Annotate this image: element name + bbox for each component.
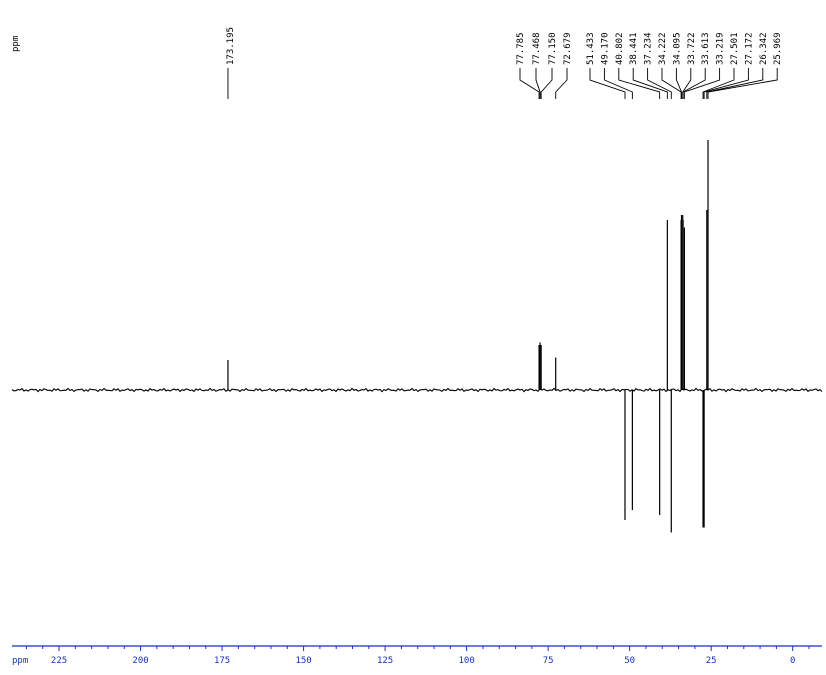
- peak-label-14: 33.219: [716, 32, 726, 65]
- baseline-noise: [11, 387, 823, 393]
- tick-label-25: 25: [706, 656, 717, 666]
- tick-label-150: 150: [295, 656, 311, 666]
- peak-label-1: 77.785: [516, 32, 526, 65]
- tick-label-75: 75: [543, 656, 554, 666]
- peak-label-4: 72.679: [563, 32, 573, 65]
- peak-labels: 173.195 77.785 77.468 77.150 72.679 51.433 49.…: [226, 27, 783, 99]
- tick-label-225: 225: [51, 656, 67, 666]
- tick-label-175: 175: [214, 656, 230, 666]
- peak-leader-18: [707, 68, 778, 99]
- peak-leader-4: [555, 68, 568, 99]
- tick-label-125: 125: [377, 656, 393, 666]
- peak-leader-15: [702, 68, 735, 99]
- peak-label-7: 40.802: [615, 32, 625, 65]
- peak-leader-8: [632, 68, 668, 99]
- peak-label-3: 77.150: [548, 32, 558, 65]
- tick-label-100: 100: [458, 656, 474, 666]
- units-label: ppm: [11, 36, 21, 52]
- peak-label-2: 77.468: [532, 32, 542, 65]
- peak-label-11: 34.095: [672, 32, 682, 65]
- peak-leader-2: [535, 68, 541, 99]
- tick-label-200: 200: [132, 656, 148, 666]
- peak-leader-14: [683, 68, 721, 99]
- peak-leader-3: [540, 68, 553, 99]
- peak-label-12: 33.722: [687, 32, 697, 65]
- peak-label-9: 37.234: [644, 32, 654, 65]
- peak-label-5: 51.433: [586, 32, 596, 65]
- peak-label-17: 26.342: [759, 32, 769, 65]
- peak-label-8: 38.441: [629, 32, 639, 65]
- peak-leader-13: [682, 68, 706, 99]
- peak-label-18: 25.969: [773, 32, 783, 65]
- peak-leader-5: [589, 68, 626, 99]
- peak-leader-9: [647, 68, 672, 99]
- peak-leader-16: [703, 68, 749, 99]
- peak-leader-11: [675, 68, 682, 99]
- spectrum-trace: [11, 140, 823, 533]
- tick-label-50: 50: [624, 656, 635, 666]
- tick-label-0: 0: [790, 656, 795, 666]
- peak-label-10: 34.222: [658, 32, 668, 65]
- peak-leader-17: [706, 68, 764, 99]
- peak-leader-7: [618, 68, 661, 99]
- x-axis-unit: ppm: [12, 656, 28, 666]
- peak-leader-1: [519, 68, 540, 99]
- ppm-axis: 225 200 175 150 125 100 75 50 25 0 ppm: [12, 645, 822, 666]
- peak-leader-6: [603, 68, 633, 99]
- peak-label-15: 27.501: [730, 32, 740, 65]
- peak-label-16: 27.172: [744, 32, 754, 65]
- peak-label-6: 49.170: [600, 32, 610, 65]
- peak-label-0: 173.195: [226, 27, 236, 65]
- peak-label-13: 33.613: [701, 32, 711, 65]
